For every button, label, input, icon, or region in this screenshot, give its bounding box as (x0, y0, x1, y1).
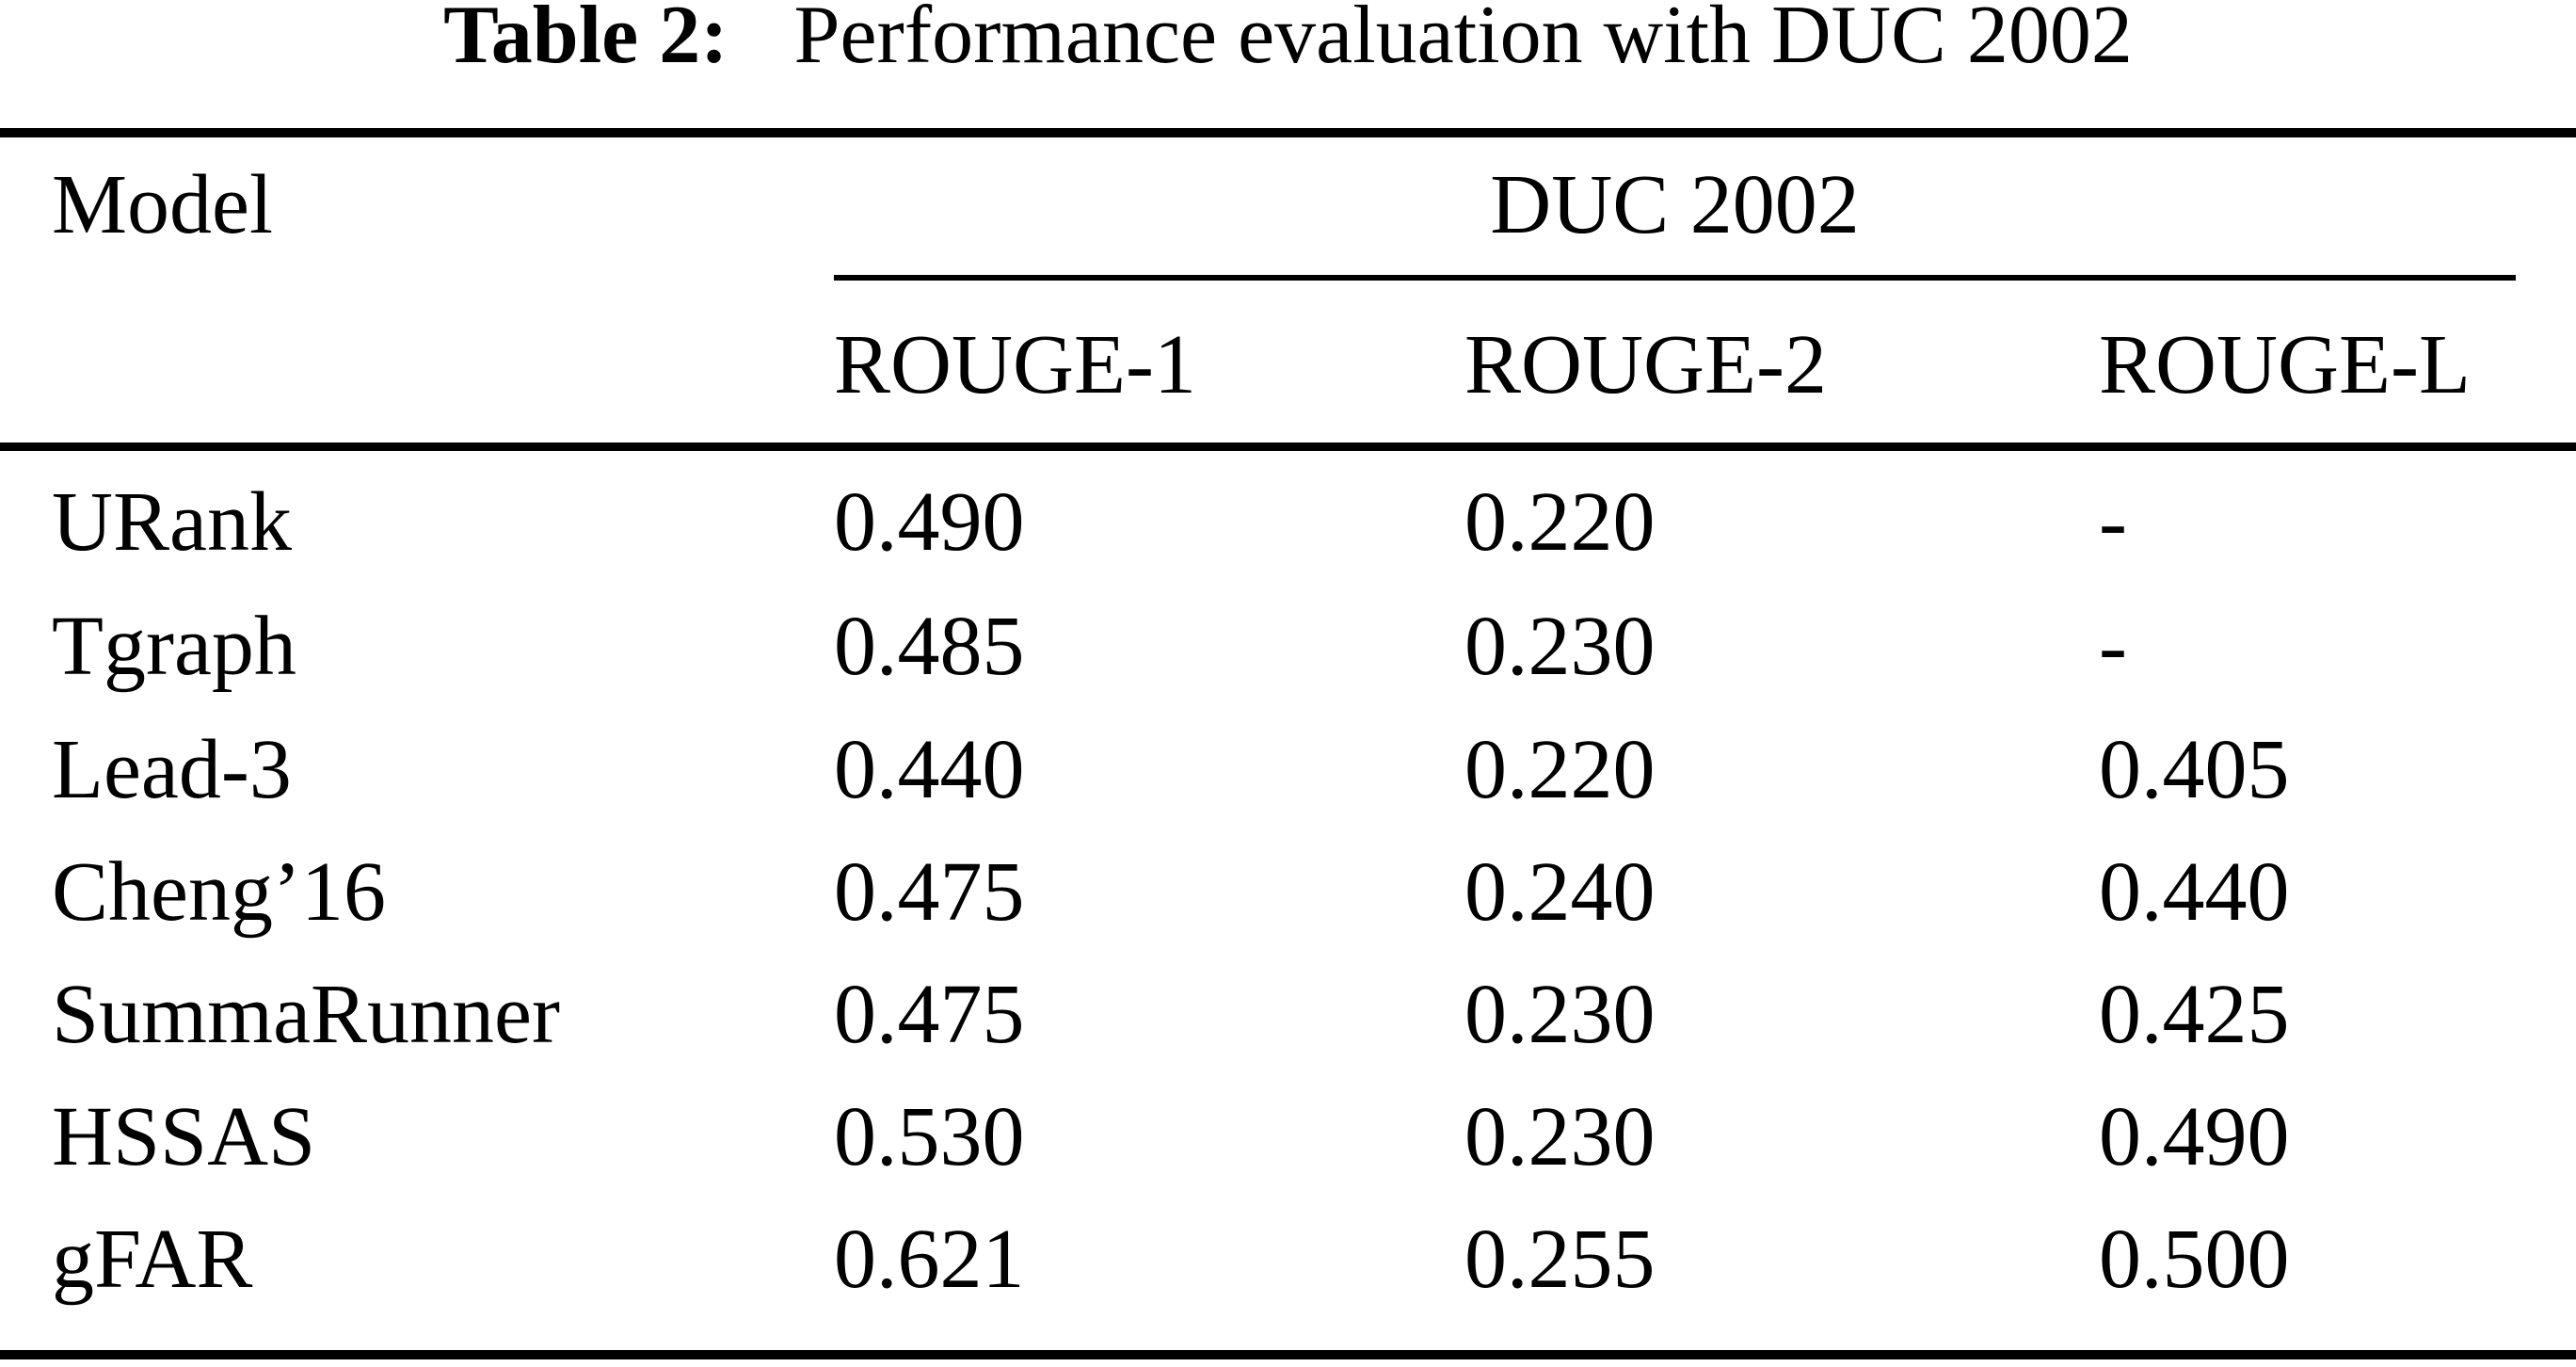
table-caption-label: Table 2: (443, 0, 728, 81)
cell-rougeL: - (2099, 475, 2127, 569)
cell-rougeL: 0.500 (2099, 1213, 2290, 1306)
column-header-rouge1: ROUGE-1 (834, 318, 1196, 411)
cell-rougeL: 0.490 (2099, 1090, 2290, 1183)
row-label: Cheng’16 (52, 845, 386, 939)
cell-rouge2: 0.230 (1464, 600, 1656, 693)
column-header-rougeL: ROUGE-L (2099, 318, 2471, 411)
rule-bottom (0, 1350, 2576, 1359)
cell-rouge1: 0.530 (834, 1090, 1025, 1183)
cell-rouge2: 0.255 (1464, 1213, 1656, 1306)
cell-rouge2: 0.220 (1464, 475, 1656, 569)
row-label: Lead-3 (52, 723, 292, 816)
column-header-model: Model (52, 158, 273, 251)
cell-rouge1: 0.440 (834, 723, 1025, 816)
row-label: URank (52, 475, 292, 569)
cell-rouge2: 0.240 (1464, 845, 1656, 939)
row-label: gFAR (52, 1213, 253, 1306)
cell-rouge1: 0.621 (834, 1213, 1025, 1306)
column-header-rouge2: ROUGE-2 (1464, 318, 1827, 411)
cell-rouge1: 0.475 (834, 845, 1025, 939)
cell-rougeL: 0.440 (2099, 845, 2290, 939)
rule-top (0, 128, 2576, 137)
row-label: SummaRunner (52, 968, 560, 1061)
cell-rouge2: 0.220 (1464, 723, 1656, 816)
rule-below-headers (0, 442, 2576, 451)
cell-rouge2: 0.230 (1464, 1090, 1656, 1183)
row-label: Tgraph (52, 600, 296, 693)
cell-rougeL: 0.425 (2099, 968, 2290, 1061)
cell-rouge1: 0.475 (834, 968, 1025, 1061)
row-label: HSSAS (52, 1090, 316, 1183)
cell-rouge2: 0.230 (1464, 968, 1656, 1061)
table-caption: Table 2: Performance evaluation with DUC … (0, 0, 2576, 77)
group-header-duc2002: DUC 2002 (1490, 158, 1860, 251)
cell-rouge1: 0.485 (834, 600, 1025, 693)
cell-rouge1: 0.490 (834, 475, 1025, 569)
rule-under-group-header (834, 275, 2516, 281)
cell-rougeL: - (2099, 600, 2127, 693)
cell-rougeL: 0.405 (2099, 723, 2290, 816)
table-caption-text: Performance evaluation with DUC 2002 (793, 0, 2133, 81)
